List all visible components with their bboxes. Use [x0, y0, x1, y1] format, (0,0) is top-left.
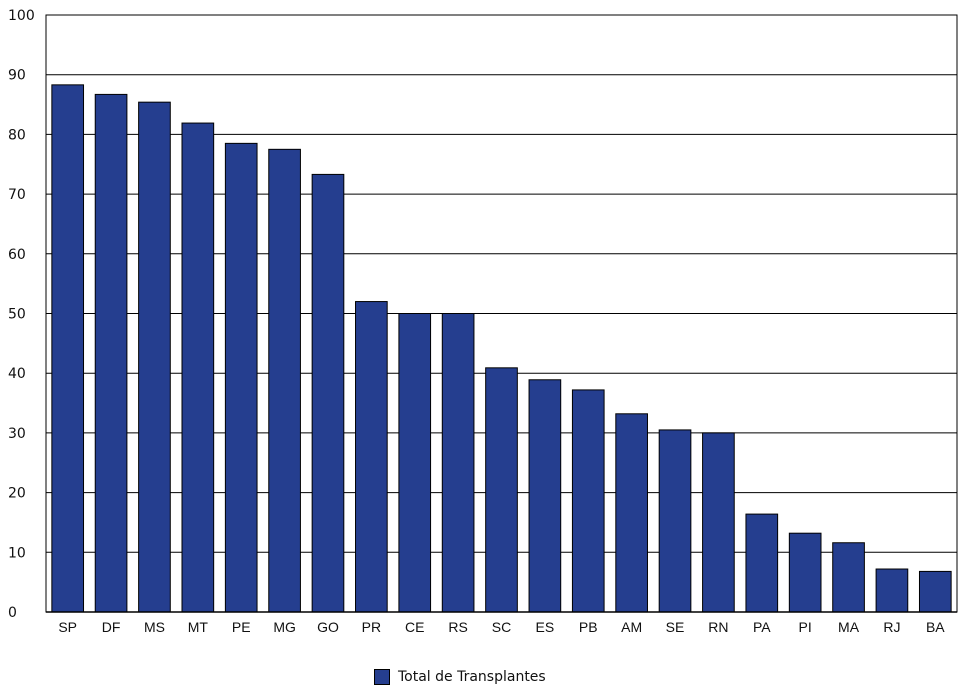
x-tick-label: SC	[492, 619, 511, 635]
x-tick-label: GO	[317, 619, 339, 635]
bar	[485, 367, 518, 613]
bar	[51, 84, 85, 613]
bar	[788, 532, 822, 613]
x-tick-label: PR	[362, 619, 381, 635]
x-tick-label: MS	[144, 619, 165, 635]
x-tick-label: ES	[536, 619, 555, 635]
y-tick-label: 40	[8, 366, 26, 382]
bar	[138, 101, 171, 613]
bar	[745, 513, 779, 613]
bar	[571, 389, 605, 613]
bar	[181, 122, 215, 613]
x-tick-label: MA	[838, 619, 860, 635]
bar	[658, 429, 692, 613]
legend-label: Total de Transplantes	[398, 669, 546, 685]
bar	[702, 432, 735, 613]
x-tick-label: BA	[926, 619, 945, 635]
y-tick-label: 90	[8, 68, 26, 84]
axes	[45, 14, 958, 613]
x-tick-label: SP	[58, 619, 77, 635]
legend-swatch	[374, 669, 390, 685]
y-tick-label: 60	[8, 247, 26, 263]
x-tick-label: RN	[708, 619, 728, 635]
bar	[355, 301, 388, 613]
x-tick-label: DF	[102, 619, 121, 635]
bar	[224, 142, 258, 613]
y-tick-label: 30	[8, 426, 26, 442]
x-tick-label: PA	[753, 619, 771, 635]
x-tick-label: PI	[799, 619, 812, 635]
bars	[51, 84, 952, 613]
x-tick-label: SE	[666, 619, 685, 635]
bar	[875, 568, 909, 613]
bar	[311, 173, 345, 613]
bar	[615, 413, 648, 613]
bar	[441, 313, 475, 613]
x-tick-label: PB	[579, 619, 598, 635]
x-tick-label: MT	[188, 619, 209, 635]
bar	[918, 570, 952, 613]
x-tick-label: PE	[232, 619, 251, 635]
y-tick-label: 20	[8, 486, 26, 502]
legend: Total de Transplantes	[374, 668, 546, 686]
x-tick-label: RJ	[883, 619, 900, 635]
x-tick-labels: SP DF MS MT PE MG GO PR CE RS SC ES PB AM SE RN PA PI MA RJ…	[58, 619, 945, 635]
y-tick-label: 10	[8, 545, 26, 561]
y-tick-labels: 0 10 20 30 40 50 60 70 80 90 100	[8, 8, 35, 621]
bar	[94, 93, 128, 613]
bar	[398, 313, 432, 613]
y-tick-label: 0	[8, 605, 17, 621]
bar	[832, 542, 865, 613]
x-tick-label: MG	[273, 619, 296, 635]
x-tick-label: AM	[621, 619, 642, 635]
y-tick-label: 70	[8, 187, 26, 203]
y-tick-label: 80	[8, 127, 26, 143]
y-tick-label: 100	[8, 8, 35, 24]
y-tick-label: 50	[8, 307, 26, 323]
x-tick-label: RS	[448, 619, 467, 635]
bar	[528, 379, 562, 613]
bar	[268, 148, 301, 613]
x-tick-label: CE	[405, 619, 424, 635]
